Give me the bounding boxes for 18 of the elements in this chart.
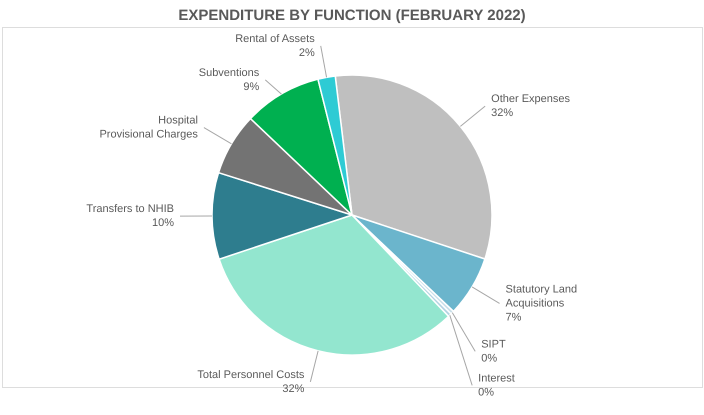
data-label: 9%	[243, 80, 260, 93]
data-label: 0%	[478, 386, 494, 398]
data-label: 7%	[506, 311, 522, 324]
slice-label: Subventions	[198, 66, 260, 79]
slice-label: Hospital Provisional Charges	[99, 114, 198, 141]
data-label: 2%	[298, 46, 315, 59]
slice-label: Other Expenses	[491, 93, 571, 106]
slice-label: Interest	[478, 372, 515, 384]
slice-label: SIPT	[481, 338, 506, 350]
data-label: 32%	[282, 382, 305, 395]
data-label: 0%	[481, 352, 498, 364]
slice-label: Statutory Land Acquisitions	[506, 283, 578, 310]
chart-title: EXPENDITURE BY FUNCTION (FEBRUARY 2022)	[178, 7, 526, 24]
data-label: 10%	[152, 217, 174, 230]
slice-label: Total Personnel Costs	[197, 368, 305, 381]
data-label: 32%	[491, 107, 514, 120]
slice-label: Rental of Assets	[235, 32, 316, 45]
slice-label: Transfers to NHIB	[86, 203, 174, 216]
